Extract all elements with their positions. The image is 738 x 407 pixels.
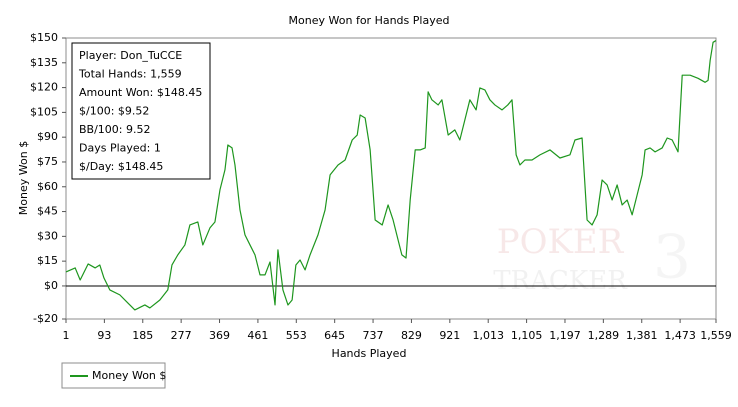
x-tick-label: 553: [286, 329, 307, 342]
x-tick-label: 185: [132, 329, 153, 342]
y-tick-label: $90: [37, 130, 58, 143]
info-line: $/100: $9.52: [79, 105, 149, 118]
x-tick-label: 829: [401, 329, 422, 342]
x-tick-label: 1,473: [664, 329, 696, 342]
x-tick-label: 1,381: [626, 329, 658, 342]
info-box-frame: [71, 42, 211, 180]
legend-label: Money Won $: [92, 369, 166, 382]
x-tick-label: 645: [324, 329, 345, 342]
info-line: BB/100: 9.52: [79, 123, 151, 136]
x-tick-label: 461: [247, 329, 268, 342]
y-tick-label: $30: [37, 229, 58, 242]
x-tick-label: 93: [97, 329, 111, 342]
x-tick-label: 1,289: [588, 329, 620, 342]
y-tick-label: $15: [37, 254, 58, 267]
y-tick-label: $75: [37, 155, 58, 168]
x-tick-label: 1,013: [472, 329, 504, 342]
y-axis-label: Money Won $: [17, 141, 30, 215]
x-tick-label: 1,559: [700, 329, 732, 342]
x-tick-label: 1,105: [511, 329, 543, 342]
x-tick-label: 1,197: [549, 329, 581, 342]
y-tick-label: $105: [30, 105, 58, 118]
watermark-top: POKER: [497, 222, 625, 262]
y-tick-label: $0: [44, 279, 58, 292]
chart-title: Money Won for Hands Played: [289, 14, 450, 27]
y-tick-label: $60: [37, 180, 58, 193]
info-line: Amount Won: $148.45: [79, 86, 202, 99]
x-tick-label: 277: [171, 329, 192, 342]
x-tick-label: 921: [439, 329, 460, 342]
watermark-bottom: TRACKER: [493, 266, 628, 296]
info-line: Player: Don_TuCCE: [79, 49, 182, 62]
watermark: POKER TRACKER 3: [493, 222, 691, 296]
data-line: [65, 40, 717, 311]
legend: Money Won $: [61, 362, 166, 389]
y-tick-label: -$20: [33, 312, 58, 325]
y-tick-label: $150: [30, 31, 58, 44]
watermark-mark: 3: [653, 223, 691, 293]
x-tick-label: 369: [209, 329, 230, 342]
y-tick-label: $120: [30, 81, 58, 94]
info-line: Total Hands: 1,559: [78, 68, 182, 81]
y-tick-label: $135: [30, 56, 58, 69]
info-box: Player: Don_TuCCE Total Hands: 1,559 Amoun…: [71, 42, 211, 180]
y-tick-label: $45: [37, 205, 58, 218]
x-tick-label: 737: [363, 329, 384, 342]
x-axis-label: Hands Played: [332, 347, 407, 360]
info-line: $/Day: $148.45: [79, 160, 163, 173]
x-tick-label: 1: [63, 329, 70, 342]
info-line: Days Played: 1: [79, 142, 161, 155]
